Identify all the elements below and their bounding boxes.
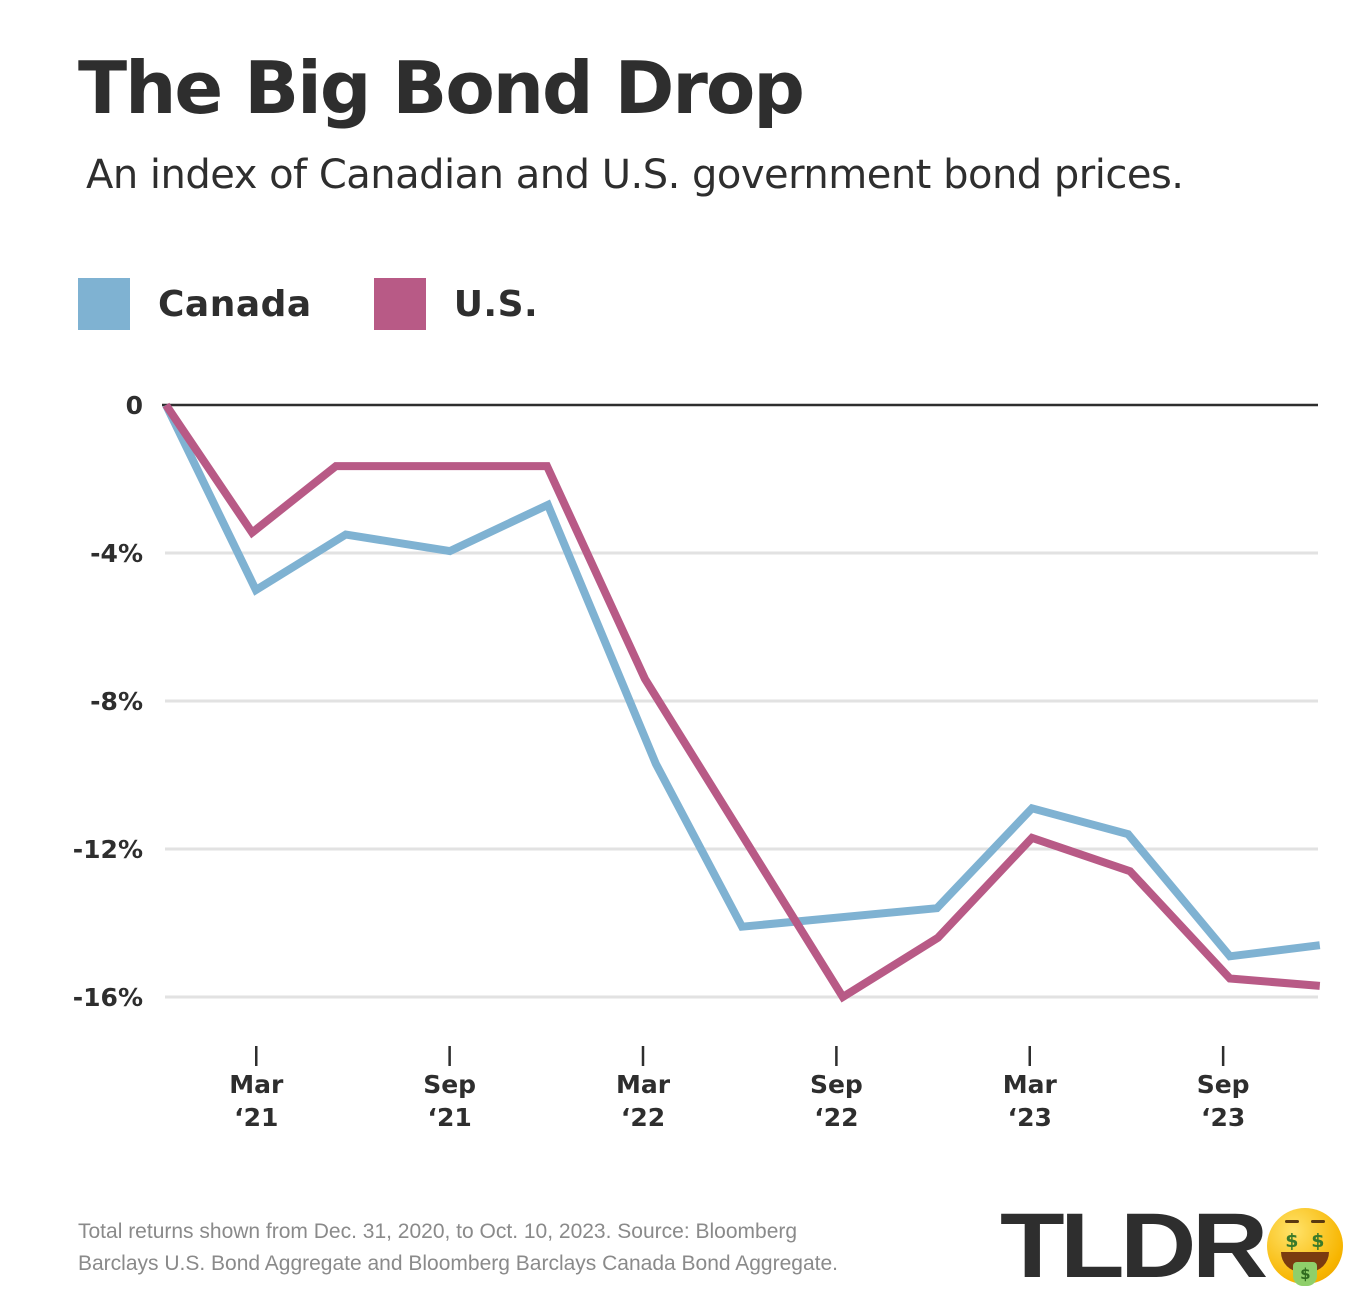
x-tick-label-year: ‘21: [234, 1103, 278, 1132]
emoji-brow-right: [1311, 1220, 1326, 1223]
x-axis-ticks: Mar ‘21 Sep ‘21 Mar ‘22 Sep ‘22 Mar ‘23 Sep ‘23: [229, 1046, 1250, 1132]
emoji-eye-right: $: [1311, 1230, 1325, 1252]
legend-item-us: U.S.: [373, 278, 539, 330]
series-lines: [162, 402, 1321, 1003]
x-tick-label-year: ‘23: [1201, 1103, 1245, 1132]
emoji-brow-left: [1285, 1220, 1300, 1223]
x-tick-label-year: ‘22: [621, 1103, 665, 1132]
y-tick-label: -16%: [73, 983, 143, 1012]
y-tick-label: -8%: [90, 687, 143, 716]
series-line-us: [162, 402, 1321, 1003]
x-tick-label-month: Sep: [1197, 1070, 1250, 1099]
legend-swatch-canada: [78, 278, 130, 330]
x-tick-label-month: Mar: [616, 1070, 671, 1099]
y-tick-label: -12%: [73, 835, 143, 864]
x-tick-label-month: Mar: [229, 1070, 284, 1099]
x-tick-label-year: ‘21: [427, 1103, 471, 1132]
legend-item-canada: Canada: [78, 278, 312, 330]
legend-label-canada: Canada: [158, 283, 312, 325]
logo-text: TLDR: [1000, 1195, 1268, 1297]
footnote-line-1: Total returns shown from Dec. 31, 2020, …: [78, 1220, 798, 1243]
y-axis-ticks: 0 -4% -8% -12% -16%: [73, 391, 143, 1012]
x-tick-label-month: Mar: [1003, 1070, 1058, 1099]
x-tick-label-year: ‘22: [814, 1103, 858, 1132]
legend-label-us: U.S.: [453, 283, 539, 325]
y-tick-label: 0: [126, 391, 143, 420]
legend-swatch-us: [373, 278, 426, 330]
chart-subtitle: An index of Canadian and U.S. government…: [86, 152, 1184, 198]
chart-title: The Big Bond Drop: [78, 46, 805, 130]
series-line-canada: [162, 403, 1321, 961]
x-tick-label-month: Sep: [423, 1070, 476, 1099]
gridlines: [162, 403, 1318, 999]
legend: Canada U.S.: [78, 278, 600, 330]
money-mouth-face-icon: $ $ $: [1267, 1208, 1344, 1286]
footnote: Total returns shown from Dec. 31, 2020, …: [78, 1216, 958, 1280]
footnote-line-2: Barclays U.S. Bond Aggregate and Bloombe…: [78, 1252, 838, 1275]
emoji-tongue: $: [1293, 1262, 1318, 1286]
x-tick-label-year: ‘23: [1008, 1103, 1052, 1132]
y-tick-label: -4%: [90, 539, 143, 568]
tldr-logo: TLDR $ $ $: [1000, 1195, 1344, 1297]
x-tick-label-month: Sep: [810, 1070, 863, 1099]
emoji-eye-left: $: [1285, 1230, 1299, 1252]
